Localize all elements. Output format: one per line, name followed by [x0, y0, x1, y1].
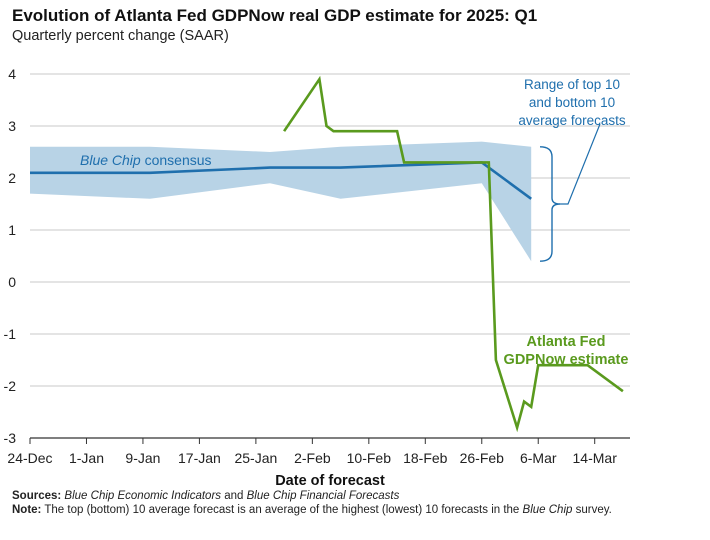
y-tick-label: 1	[8, 222, 16, 238]
range-brace	[539, 146, 561, 262]
y-tick-label: -1	[4, 326, 17, 342]
x-tick-label: 25-Jan	[234, 450, 277, 466]
y-tick-label: 2	[8, 170, 16, 186]
range-label-line: Range of top 10	[524, 77, 620, 92]
y-tick-label: 0	[8, 274, 16, 290]
x-axis-label: Date of forecast	[275, 473, 385, 489]
x-tick-label: 14-Mar	[573, 450, 618, 466]
chart-title: Evolution of Atlanta Fed GDPNow real GDP…	[12, 6, 538, 25]
x-tick-label: 10-Feb	[347, 450, 392, 466]
consensus-label: Blue Chip consensus	[80, 152, 212, 168]
chart-footer: Sources: Blue Chip Economic Indicators a…	[12, 489, 702, 517]
gdpnow-label-line: Atlanta Fed	[527, 334, 606, 350]
gdpnow-label-line: GDPNow estimate	[504, 352, 629, 368]
x-tick-label: 6-Mar	[520, 450, 557, 466]
sources-line: Sources: Blue Chip Economic Indicators a…	[12, 490, 400, 502]
y-tick-label: 4	[8, 66, 16, 82]
range-label-line: and bottom 10	[529, 95, 615, 110]
note-line: Note: The top (bottom) 10 average foreca…	[12, 504, 612, 516]
x-tick-label: 17-Jan	[178, 450, 221, 466]
y-tick-label: 3	[8, 118, 16, 134]
x-tick-label: 24-Dec	[7, 450, 52, 466]
range-leader-line	[560, 123, 601, 205]
y-tick-label: -3	[4, 430, 17, 446]
range-label-line: average forecasts	[518, 113, 626, 128]
x-tick-label: 18-Feb	[403, 450, 448, 466]
chart-subtitle: Quarterly percent change (SAAR)	[12, 28, 229, 44]
x-tick-label: 1-Jan	[69, 450, 104, 466]
y-tick-label: -2	[4, 378, 17, 394]
x-tick-label: 2-Feb	[294, 450, 331, 466]
x-tick-label: 26-Feb	[460, 450, 505, 466]
gdpnow-line	[283, 75, 624, 433]
x-tick-label: 9-Jan	[125, 450, 160, 466]
